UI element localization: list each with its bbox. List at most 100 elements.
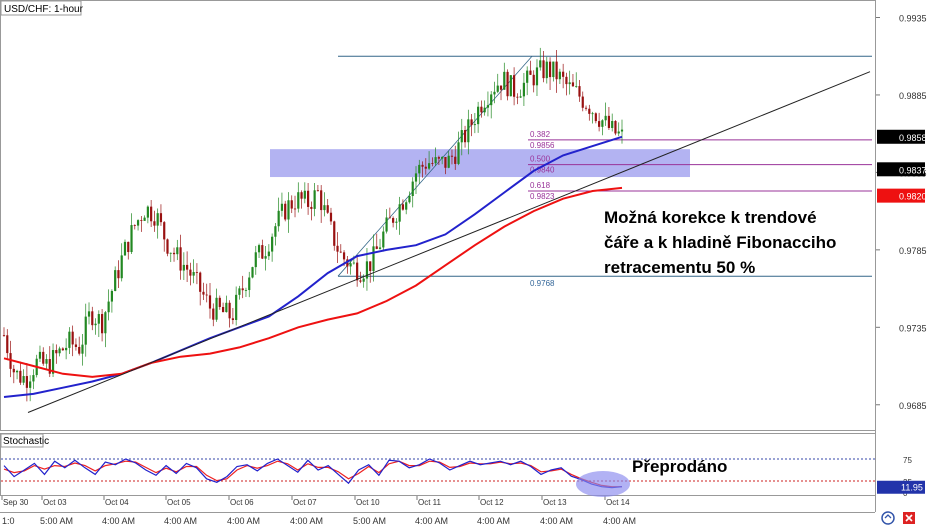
candle-body	[349, 263, 352, 267]
candle-body	[437, 157, 440, 159]
candle-body	[78, 346, 81, 354]
candle-body	[316, 190, 320, 192]
candle-body	[71, 331, 74, 345]
sync-icon[interactable]	[881, 511, 895, 525]
fib-level-value: 0.9856	[530, 141, 555, 150]
candle-body	[257, 245, 261, 253]
candle-body	[512, 75, 516, 97]
candle-body	[369, 261, 372, 272]
candle-body	[457, 142, 460, 164]
candle-body	[244, 290, 248, 291]
candle-body	[208, 295, 212, 309]
fib-level-ratio: 0.500	[530, 155, 551, 164]
chart-title: USD/CHF: 1-hour	[4, 4, 84, 15]
candle-body	[604, 115, 607, 121]
candle-body	[172, 252, 176, 255]
candle-body	[212, 308, 215, 320]
x-date-label: Oct 11	[418, 498, 442, 507]
candle-body	[84, 316, 87, 345]
x-date-label: Oct 13	[543, 498, 567, 507]
candle-body	[545, 61, 548, 79]
candle-body	[202, 291, 205, 295]
candle-body	[12, 368, 15, 373]
candle-body	[81, 344, 84, 354]
candle-body	[274, 226, 277, 237]
y-tick-label: 0.9785	[899, 246, 927, 256]
candle-body	[392, 218, 395, 223]
candle-body	[130, 225, 133, 253]
candle-body	[123, 241, 127, 256]
candle-body	[473, 124, 476, 126]
candle-body	[195, 272, 199, 273]
candle-body	[529, 70, 532, 75]
fib-level-ratio: 0.382	[530, 130, 551, 139]
candle-body	[385, 217, 388, 232]
candle-body	[581, 96, 584, 108]
x-time-label: 4:00 AM	[102, 516, 135, 526]
candle-body	[6, 335, 9, 354]
oversold-highlight	[576, 471, 630, 497]
candle-body	[611, 121, 614, 128]
x-time-label: 5:00 AM	[353, 516, 386, 526]
candle-body	[378, 247, 382, 249]
candle-body	[290, 200, 293, 209]
candle-body	[146, 206, 149, 218]
price-marker	[877, 129, 925, 144]
candle-body	[133, 225, 136, 226]
candle-body	[496, 85, 499, 92]
candle-body	[503, 71, 506, 90]
candle-body	[526, 70, 529, 83]
candle-body	[150, 206, 153, 222]
trendline	[27, 71, 871, 413]
candle-body	[329, 212, 333, 222]
candle-body	[594, 113, 597, 122]
candle-body	[362, 278, 365, 282]
x-time-label: 4:00 AM	[540, 516, 573, 526]
candle-body	[372, 246, 375, 272]
candle-body	[444, 157, 447, 168]
candle-body	[584, 107, 588, 109]
candle-body	[578, 86, 581, 97]
x-time-label: 4:00 AM	[164, 516, 197, 526]
candle-body	[467, 119, 470, 143]
candle-body	[58, 348, 61, 354]
ma-blue-line	[3, 135, 623, 398]
x-time-label: 4:00 AM	[415, 516, 448, 526]
candle-body	[463, 130, 467, 143]
candle-body	[51, 350, 55, 374]
candle-body	[65, 347, 68, 351]
candle-body	[480, 106, 483, 113]
candle-body	[107, 301, 110, 313]
candle-body	[179, 247, 182, 271]
candle-body	[548, 61, 552, 78]
candle-body	[522, 82, 526, 97]
candle-body	[421, 164, 424, 167]
candle-body	[486, 105, 490, 108]
candle-body	[221, 306, 225, 313]
x-time-label: 1:0	[2, 516, 15, 526]
candle-body	[535, 67, 539, 86]
x-date-label: Oct 14	[606, 498, 630, 507]
candle-body	[156, 213, 159, 226]
candle-body	[153, 221, 156, 226]
candle-body	[215, 297, 218, 320]
candle-body	[267, 251, 270, 257]
annotation-line-1: Možná korekce k trendové	[604, 208, 817, 227]
candle-body	[189, 269, 192, 276]
x-date-label: Oct 03	[43, 498, 67, 507]
candle-body	[333, 221, 336, 246]
candle-body	[205, 294, 208, 296]
candle-body	[598, 121, 601, 127]
candle-body	[591, 113, 594, 115]
candle-body	[427, 163, 431, 169]
candle-body	[398, 204, 401, 222]
candle-body	[450, 155, 454, 157]
fib-level-value: 0.9823	[530, 192, 555, 201]
candle-body	[176, 247, 179, 255]
candle-body	[352, 262, 355, 264]
candle-body	[192, 272, 195, 276]
candle-body	[297, 192, 300, 209]
candle-body	[490, 94, 493, 106]
close-icon[interactable]	[903, 512, 915, 524]
candle-body	[182, 264, 185, 271]
